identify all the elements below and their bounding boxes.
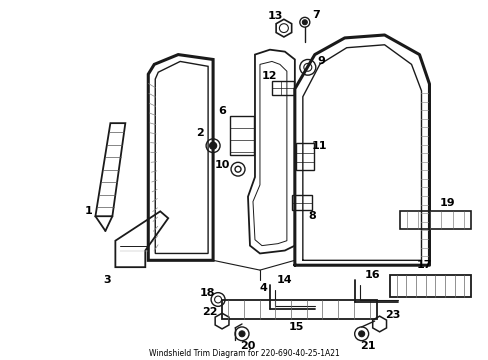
Text: 9: 9: [317, 57, 325, 67]
Text: 11: 11: [311, 141, 327, 151]
Text: Windshield Trim Diagram for 220-690-40-25-1A21: Windshield Trim Diagram for 220-690-40-2…: [148, 350, 339, 359]
Text: 4: 4: [259, 283, 266, 293]
Text: 18: 18: [199, 288, 214, 298]
Circle shape: [209, 142, 216, 149]
Text: 19: 19: [439, 198, 454, 208]
Text: 10: 10: [214, 160, 229, 170]
Text: 8: 8: [307, 211, 315, 221]
Circle shape: [302, 20, 306, 25]
Bar: [222, 300, 376, 319]
Text: 2: 2: [196, 128, 203, 138]
Text: 15: 15: [288, 322, 304, 332]
Bar: [291, 195, 311, 210]
Bar: [229, 116, 253, 156]
Text: 1: 1: [84, 206, 92, 216]
Circle shape: [239, 331, 244, 337]
Bar: [295, 143, 313, 170]
Text: 7: 7: [311, 10, 319, 21]
Circle shape: [358, 331, 364, 337]
Text: 23: 23: [384, 310, 400, 320]
Bar: [271, 81, 293, 95]
Text: 6: 6: [218, 107, 225, 116]
Text: 17: 17: [416, 260, 431, 270]
Bar: [399, 211, 470, 229]
Text: 20: 20: [240, 341, 255, 351]
Text: 16: 16: [364, 270, 380, 280]
Text: 12: 12: [262, 71, 277, 81]
Text: 14: 14: [277, 275, 292, 285]
Text: 13: 13: [266, 12, 282, 21]
Text: 3: 3: [103, 275, 111, 285]
Text: 21: 21: [359, 341, 375, 351]
Text: 22: 22: [202, 307, 217, 317]
Bar: [389, 275, 470, 297]
